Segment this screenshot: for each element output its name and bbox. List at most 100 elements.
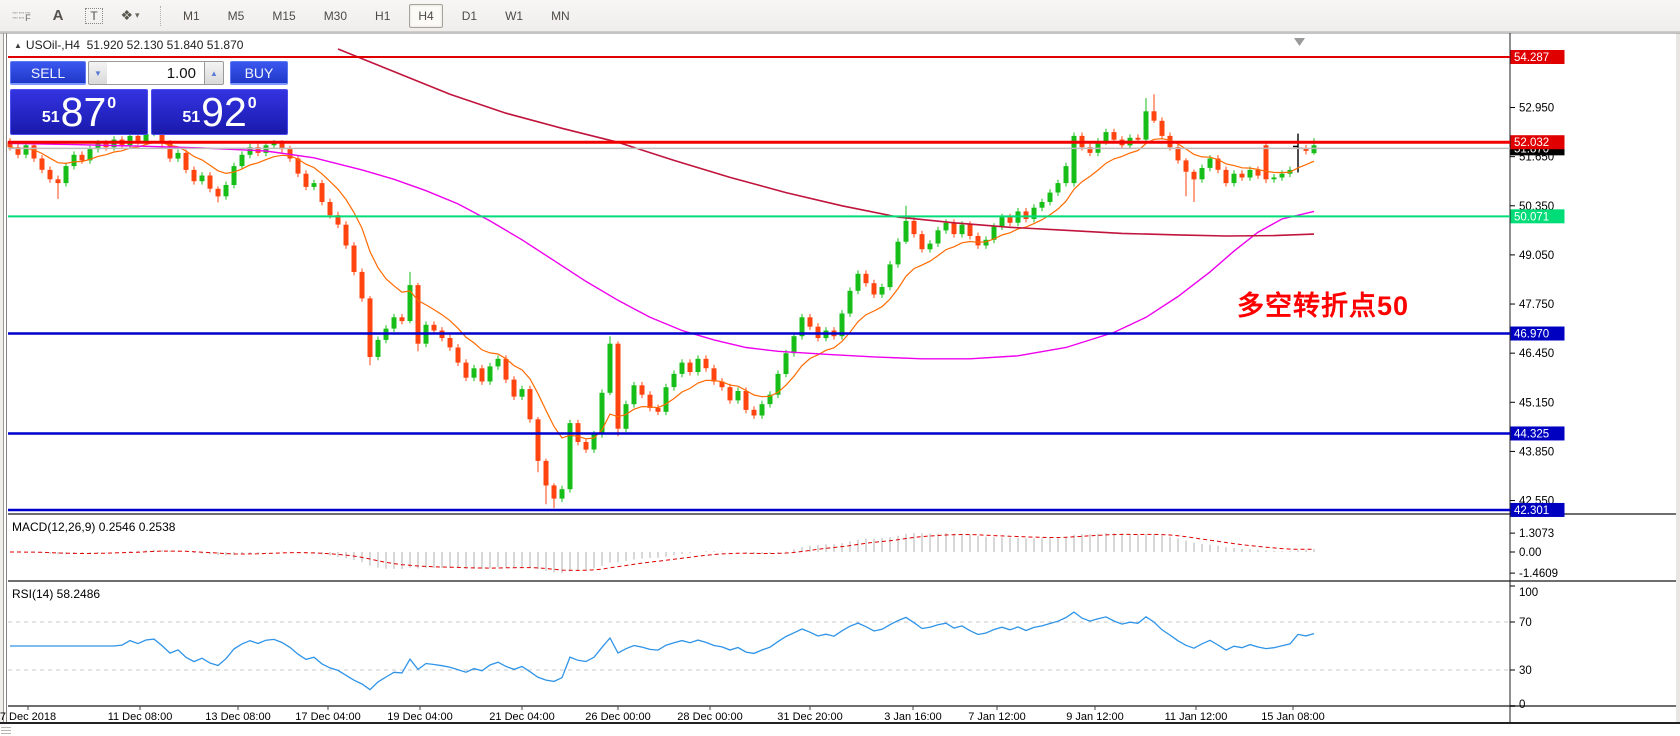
candle bbox=[127, 135, 133, 146]
timeframe-button-d1[interactable]: D1 bbox=[461, 8, 478, 23]
sell-button[interactable]: SELL bbox=[10, 61, 86, 85]
ma-slow-line bbox=[337, 48, 1315, 237]
buy-button[interactable]: BUY bbox=[230, 61, 288, 85]
candle bbox=[943, 222, 949, 231]
candle bbox=[1247, 169, 1253, 178]
spin-up-icon: ▲ bbox=[210, 68, 218, 78]
candle bbox=[519, 389, 525, 397]
window-edge-decoration bbox=[1, 727, 11, 735]
candle bbox=[1303, 148, 1309, 151]
sell-price-prefix: 51 bbox=[41, 109, 60, 126]
timeframe-button-mn[interactable]: MN bbox=[551, 8, 570, 23]
macd-axis-label: 0.00 bbox=[1519, 547, 1541, 559]
candle bbox=[975, 236, 981, 246]
text-label-tool-button[interactable]: A bbox=[42, 3, 74, 29]
candle bbox=[39, 158, 45, 170]
timeframe-button-h4[interactable]: H4 bbox=[409, 3, 443, 28]
price-level-badge bbox=[1510, 135, 1565, 150]
candle bbox=[1031, 207, 1037, 219]
candle bbox=[1039, 202, 1045, 208]
color-scheme-button[interactable]: ❖ ▾ bbox=[114, 3, 146, 29]
candle bbox=[599, 392, 605, 435]
ohlc-values: 51.920 52.130 51.840 51.870 bbox=[86, 38, 244, 52]
candle bbox=[511, 379, 517, 397]
candle bbox=[311, 183, 317, 187]
candle bbox=[431, 324, 437, 331]
candle bbox=[23, 145, 29, 155]
buy-price-sup: 0 bbox=[247, 95, 257, 112]
candle bbox=[1103, 132, 1109, 142]
macd-axis-label: -1.4609 bbox=[1519, 568, 1558, 580]
price-level-badge-label: 46.970 bbox=[1514, 329, 1549, 341]
timeframe-button-m1[interactable]: M1 bbox=[183, 8, 200, 23]
candle bbox=[1023, 211, 1029, 219]
candle bbox=[703, 358, 709, 369]
volume-increase-button[interactable]: ▲ bbox=[204, 61, 224, 85]
candle bbox=[919, 234, 925, 250]
candle bbox=[63, 166, 69, 184]
candle bbox=[695, 358, 701, 372]
candle bbox=[391, 317, 397, 329]
candle bbox=[711, 368, 717, 382]
candle bbox=[1311, 145, 1317, 154]
price-level-badge bbox=[1510, 50, 1565, 64]
candle bbox=[911, 220, 917, 235]
volume-input[interactable] bbox=[107, 61, 204, 85]
candle bbox=[679, 362, 685, 374]
candle bbox=[7, 141, 13, 148]
candle bbox=[223, 185, 229, 197]
candle bbox=[359, 271, 365, 299]
candle bbox=[503, 358, 509, 380]
last-bar-marker-icon bbox=[1294, 38, 1305, 46]
candle bbox=[1095, 141, 1101, 153]
text-box-tool-button[interactable]: T bbox=[78, 3, 110, 29]
sell-quote-panel[interactable]: 51 87 0 bbox=[10, 89, 148, 135]
timeframe-button-m5[interactable]: M5 bbox=[227, 8, 245, 23]
candle bbox=[1159, 120, 1165, 136]
candle bbox=[591, 434, 597, 450]
candle bbox=[743, 391, 749, 410]
candle bbox=[1263, 145, 1269, 180]
rsi-axis-label: 30 bbox=[1519, 665, 1532, 677]
candle bbox=[487, 366, 493, 382]
timeframe-button-m15[interactable]: M15 bbox=[272, 8, 296, 23]
candle bbox=[687, 362, 693, 372]
time-tick-label: 31 Dec 20:00 bbox=[777, 711, 842, 723]
buy-quote-panel[interactable]: 51 92 0 bbox=[151, 89, 288, 135]
volume-decrease-button[interactable]: ▼ bbox=[88, 61, 108, 85]
time-tick-label: 28 Dec 00:00 bbox=[677, 711, 742, 723]
candle bbox=[327, 202, 333, 216]
time-tick-label: 11 Dec 08:00 bbox=[108, 711, 173, 723]
candles-series bbox=[7, 94, 1317, 509]
candle bbox=[871, 283, 877, 295]
time-tick-label: 7 Jan 12:00 bbox=[968, 711, 1026, 723]
candle bbox=[1063, 166, 1069, 184]
candle bbox=[1135, 137, 1141, 140]
timeframe-button-w1[interactable]: W1 bbox=[505, 8, 524, 23]
timeframe-button-h1[interactable]: H1 bbox=[375, 8, 391, 23]
candle bbox=[559, 489, 565, 499]
price-tick-label: 46.450 bbox=[1519, 348, 1554, 360]
candle bbox=[551, 485, 557, 499]
candle bbox=[663, 387, 669, 412]
candle bbox=[855, 273, 861, 291]
price-level-badge-label: 44.325 bbox=[1514, 428, 1549, 440]
candle bbox=[407, 285, 413, 321]
indicator-list-icon[interactable]: ┈┈┈ ┈┈F bbox=[6, 3, 38, 29]
time-tick-label: 26 Dec 00:00 bbox=[585, 711, 650, 723]
candle bbox=[1183, 160, 1189, 172]
candle bbox=[1071, 135, 1077, 184]
symbol-collapse-icon: ▲ bbox=[14, 41, 22, 50]
timeframe-button-m30[interactable]: M30 bbox=[323, 8, 348, 23]
candle bbox=[415, 285, 421, 344]
candle bbox=[927, 243, 933, 250]
candle bbox=[1143, 111, 1149, 140]
candle bbox=[567, 423, 573, 490]
candle bbox=[71, 154, 77, 167]
candle bbox=[1111, 132, 1117, 140]
candle bbox=[623, 404, 629, 429]
candle bbox=[239, 154, 245, 167]
candle bbox=[175, 152, 181, 159]
candle bbox=[935, 230, 941, 244]
